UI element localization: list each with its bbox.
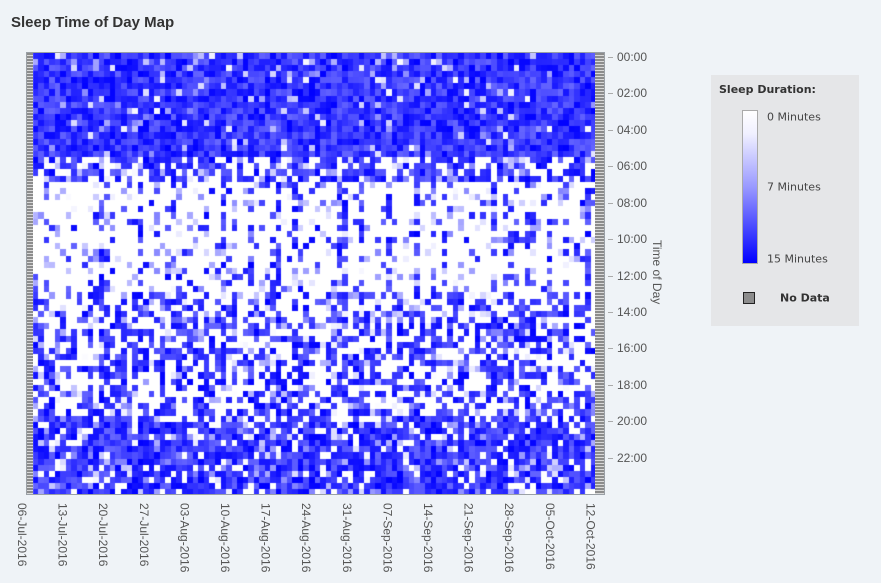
x-tick-label: 21-Sep-2016 [461,503,476,573]
y-tick-label: 08:00 [607,195,648,210]
x-tick-label: 24-Aug-2016 [299,503,314,573]
x-tick-label: 20-Jul-2016 [96,503,111,567]
x-tick-label: 31-Aug-2016 [339,503,354,573]
y-tick-label: 22:00 [607,450,648,465]
x-tick-label: 13-Jul-2016 [55,503,70,567]
y-tick-label: 04:00 [607,122,648,137]
no-data-swatch [743,292,755,304]
legend-label-min: 0 Minutes [767,110,821,124]
heatmap-cells [27,53,604,494]
y-tick-label: 02:00 [607,86,648,101]
x-tick-label: 17-Aug-2016 [258,503,273,573]
y-tick-label: 16:00 [607,341,648,356]
y-tick-label: 14:00 [607,304,648,319]
no-data-rail-right [595,53,604,494]
page-title: Sleep Time of Day Map [11,14,175,31]
x-tick-label: 07-Sep-2016 [380,503,395,573]
heatmap-plot[interactable] [26,52,605,495]
y-tick-label: 06:00 [607,159,648,174]
y-axis-label: Time of Day [650,240,664,305]
no-data-rail-left [27,53,33,494]
legend-label-max: 15 Minutes [767,252,828,266]
x-tick-label: 12-Oct-2016 [583,503,598,570]
legend-label-mid: 7 Minutes [767,180,821,194]
x-tick-label: 27-Jul-2016 [136,503,151,567]
no-data-label: No Data [780,291,830,305]
x-tick-label: 14-Sep-2016 [421,503,435,573]
legend: Sleep Duration: 0 Minutes 7 Minutes 15 M… [711,75,859,326]
x-tick-label: 10-Aug-2016 [218,503,232,573]
y-tick-label: 18:00 [607,377,648,392]
x-tick-label: 28-Sep-2016 [502,503,517,573]
y-tick-label: 20:00 [607,414,648,429]
y-tick-label: 00:00 [607,50,648,64]
x-tick-label: 03-Aug-2016 [177,503,192,573]
y-tick-label: 10:00 [607,232,648,247]
x-tick-label: 05-Oct-2016 [542,503,557,570]
color-scale-bar [742,110,758,264]
y-tick-label: 12:00 [607,268,648,283]
x-tick-label: 06-Jul-2016 [15,503,29,567]
legend-title: Sleep Duration: [719,83,816,96]
